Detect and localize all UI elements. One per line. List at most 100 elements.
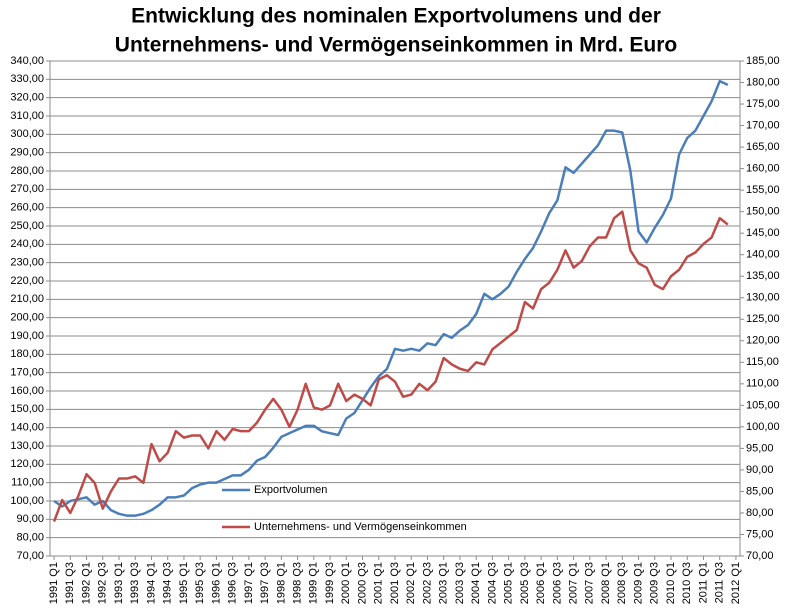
y2-tick-label: 160,00 [746,163,780,175]
y2-tick-label: 140,00 [746,249,780,261]
y-tick-label: 140,00 [10,422,44,434]
chart-title: Unternehmens- und Vermögenseinkommen in … [115,34,677,57]
x-tick-label: 1992 Q1 [80,562,92,604]
x-tick-label: 1994 Q1 [145,562,157,604]
y2-tick-label: 170,00 [746,119,780,131]
y2-tick-label: 150,00 [746,206,780,218]
y2-tick-label: 110,00 [746,378,779,390]
x-tick-label: 2007 Q3 [584,562,596,604]
y-tick-label: 90,00 [16,513,44,525]
y-tick-label: 200,00 [10,312,44,324]
y2-tick-label: 165,00 [746,141,780,153]
y-tick-label: 80,00 [16,532,44,544]
series-line [53,79,729,517]
y2-tick-label: 105,00 [746,399,780,411]
y-tick-label: 130,00 [10,440,44,452]
x-tick-label: 2006 Q3 [551,562,563,604]
y-tick-label: 310,00 [10,110,44,122]
x-tick-label: 2003 Q1 [438,562,450,604]
y-tick-label: 240,00 [10,238,44,250]
x-tick-label: 2004 Q3 [486,562,498,604]
x-tick-label: 2000 Q1 [340,562,352,604]
x-tick-label: 1999 Q1 [308,562,320,604]
x-tick-label: 2010 Q1 [665,562,677,604]
x-tick-label: 2003 Q3 [454,562,466,604]
y-tick-label: 220,00 [10,275,44,287]
y-tick-label: 170,00 [10,367,44,379]
y2-tick-label: 75,00 [746,528,774,540]
x-tick-label: 1991 Q1 [48,562,60,604]
y2-tick-label: 95,00 [746,442,774,454]
x-tick-label: 2009 Q1 [632,562,644,604]
x-tick-label: 2012 Q1 [730,562,742,604]
plot-border [49,60,741,557]
x-tick-label: 1993 Q3 [129,562,141,604]
x-tick-label: 2011 Q3 [714,562,726,603]
y-tick-label: 270,00 [10,183,44,195]
y-tick-label: 100,00 [10,495,44,507]
legend-label: Exportvolumen [254,484,327,496]
y2-tick-label: 135,00 [746,270,780,282]
y2-tick-label: 145,00 [746,227,780,239]
x-tick-label: 2008 Q1 [600,562,612,604]
y2-tick-label: 80,00 [746,507,774,519]
y2-tick-label: 85,00 [746,485,774,497]
y2-tick-label: 115,00 [746,356,779,368]
y-tick-label: 110,00 [11,477,44,489]
y-tick-label: 190,00 [10,330,44,342]
y2-tick-label: 130,00 [746,292,780,304]
x-tick-label: 1999 Q3 [324,562,336,604]
y-tick-label: 280,00 [10,165,44,177]
y-tick-label: 70,00 [16,550,44,562]
x-tick-label: 1997 Q3 [259,562,271,604]
y-tick-label: 250,00 [10,220,44,232]
x-tick-label: 2006 Q1 [535,562,547,604]
y2-tick-label: 175,00 [746,98,780,110]
y-tick-label: 340,00 [10,55,44,67]
y-tick-label: 150,00 [10,403,44,415]
x-tick-label: 1998 Q3 [291,562,303,604]
x-tick-label: 2011 Q1 [697,562,709,603]
y2-tick-label: 185,00 [746,55,780,67]
x-tick-label: 2010 Q3 [681,562,693,604]
y2-tick-label: 125,00 [746,313,780,325]
y2-tick-label: 120,00 [746,335,780,347]
y-tick-label: 290,00 [10,147,44,159]
x-tick-label: 2004 Q1 [470,562,482,604]
x-tick-label: 2002 Q3 [421,562,433,604]
x-tick-label: 1995 Q1 [178,562,190,604]
y-tick-label: 260,00 [10,202,44,214]
y2-tick-label: 100,00 [746,421,780,433]
y-tick-label: 320,00 [10,92,44,104]
y2-tick-label: 155,00 [746,184,780,196]
x-tick-label: 2005 Q1 [503,562,515,604]
y-tick-label: 330,00 [10,73,44,85]
x-tick-label: 1994 Q3 [162,562,174,604]
series-line [52,210,729,523]
y2-tick-label: 70,00 [746,550,774,562]
x-tick-label: 1995 Q3 [194,562,206,604]
y2-tick-label: 90,00 [746,464,774,476]
x-tick-label: 2009 Q3 [649,562,661,604]
legend-label: Unternehmens- und Vermögenseinkommen [254,521,467,533]
x-tick-label: 1996 Q1 [210,562,222,604]
x-tick-label: 2008 Q3 [616,562,628,604]
x-tick-label: 1996 Q3 [227,562,239,604]
x-tick-label: 2001 Q1 [373,562,385,604]
x-tick-label: 2002 Q1 [405,562,417,604]
y-tick-label: 180,00 [10,348,44,360]
x-tick-label: 1992 Q3 [97,562,109,604]
y-tick-label: 120,00 [10,458,44,470]
y-tick-label: 160,00 [10,385,44,397]
x-tick-label: 1998 Q1 [275,562,287,604]
chart-title: Entwicklung des nominalen Exportvolumens… [131,5,661,28]
y-tick-label: 300,00 [10,128,44,140]
y-tick-label: 210,00 [10,293,44,305]
x-tick-label: 2007 Q1 [567,562,579,604]
x-tick-label: 1997 Q1 [243,562,255,604]
x-tick-label: 2000 Q3 [356,562,368,604]
y-tick-label: 230,00 [10,257,44,269]
x-tick-label: 1993 Q1 [113,562,125,604]
y2-tick-label: 180,00 [746,76,780,88]
